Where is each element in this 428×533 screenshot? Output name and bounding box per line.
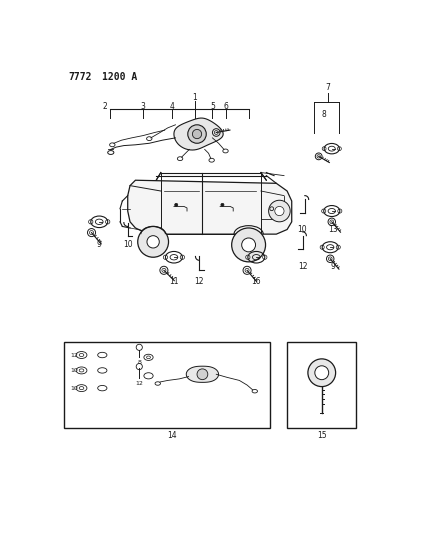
Text: 12: 12 bbox=[70, 352, 78, 358]
Circle shape bbox=[308, 359, 336, 386]
Text: 8: 8 bbox=[137, 360, 141, 365]
Circle shape bbox=[188, 125, 206, 143]
Circle shape bbox=[197, 369, 208, 379]
Text: 12: 12 bbox=[298, 262, 307, 271]
Polygon shape bbox=[128, 180, 292, 234]
Circle shape bbox=[315, 366, 329, 379]
Text: 4: 4 bbox=[169, 102, 174, 111]
Text: 9: 9 bbox=[331, 262, 336, 271]
Bar bbox=[287, 342, 357, 428]
Circle shape bbox=[275, 206, 284, 216]
Circle shape bbox=[232, 228, 265, 262]
Text: 2: 2 bbox=[102, 102, 107, 111]
Text: 8: 8 bbox=[322, 110, 327, 119]
Polygon shape bbox=[186, 366, 219, 382]
Text: 7: 7 bbox=[325, 83, 330, 92]
Circle shape bbox=[138, 227, 169, 257]
Circle shape bbox=[242, 238, 256, 252]
Circle shape bbox=[193, 130, 202, 139]
Text: 9: 9 bbox=[97, 240, 102, 249]
Text: 15: 15 bbox=[317, 431, 327, 440]
Circle shape bbox=[175, 203, 178, 206]
Text: 3: 3 bbox=[141, 102, 146, 111]
Polygon shape bbox=[174, 118, 223, 150]
Text: 10: 10 bbox=[123, 240, 133, 249]
Bar bbox=[64, 342, 270, 428]
Text: 6: 6 bbox=[223, 102, 228, 111]
Text: 10: 10 bbox=[298, 225, 307, 234]
Text: 7772: 7772 bbox=[68, 72, 92, 83]
Circle shape bbox=[147, 236, 159, 248]
Text: 1: 1 bbox=[192, 93, 197, 102]
Text: 12: 12 bbox=[195, 277, 204, 286]
Circle shape bbox=[221, 203, 224, 206]
Text: 16: 16 bbox=[252, 277, 261, 286]
Text: 14: 14 bbox=[167, 431, 176, 440]
Text: 5: 5 bbox=[210, 102, 215, 111]
Text: 10: 10 bbox=[70, 386, 78, 391]
Text: 1200 A: 1200 A bbox=[102, 72, 137, 83]
Text: 13: 13 bbox=[329, 225, 338, 234]
Text: 12: 12 bbox=[135, 381, 143, 386]
Circle shape bbox=[269, 200, 290, 222]
Text: 10: 10 bbox=[70, 368, 78, 373]
Text: 11: 11 bbox=[169, 277, 178, 286]
